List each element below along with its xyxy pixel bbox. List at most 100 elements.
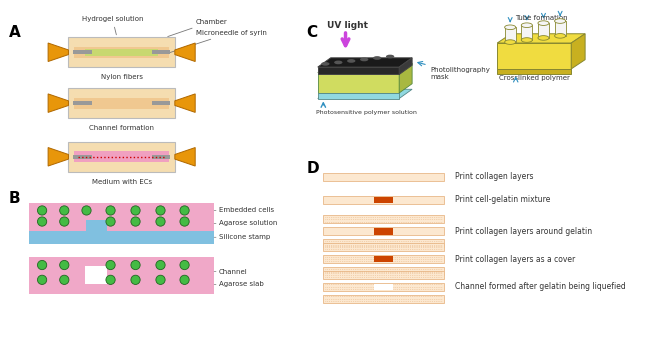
- Polygon shape: [497, 34, 585, 43]
- Text: Channel formed after gelatin being liquefied: Channel formed after gelatin being lique…: [454, 282, 625, 291]
- Bar: [318, 67, 399, 74]
- Circle shape: [106, 217, 115, 226]
- Text: Silicone stamp: Silicone stamp: [214, 234, 270, 240]
- Text: C: C: [307, 24, 318, 39]
- Bar: [86, 220, 107, 236]
- Polygon shape: [571, 34, 585, 69]
- Ellipse shape: [360, 57, 369, 61]
- Ellipse shape: [334, 61, 343, 64]
- Circle shape: [38, 275, 47, 285]
- Ellipse shape: [347, 59, 356, 63]
- Bar: [29, 231, 214, 244]
- Bar: [323, 215, 443, 223]
- Text: Print cell-gelatin mixture: Print cell-gelatin mixture: [454, 195, 550, 204]
- Circle shape: [131, 260, 140, 270]
- Bar: [85, 49, 158, 55]
- Text: Hydrogel solution: Hydrogel solution: [82, 16, 143, 35]
- Circle shape: [60, 275, 69, 285]
- Bar: [68, 88, 175, 118]
- Bar: [554, 21, 565, 36]
- Circle shape: [180, 206, 189, 215]
- Text: Chamber: Chamber: [168, 18, 228, 37]
- Bar: [538, 23, 549, 38]
- Bar: [318, 93, 399, 99]
- Text: Print collagen layers as a cover: Print collagen layers as a cover: [454, 255, 575, 264]
- Circle shape: [156, 275, 165, 285]
- Bar: [68, 142, 175, 172]
- Bar: [151, 101, 170, 105]
- Circle shape: [60, 217, 69, 226]
- Bar: [84, 266, 107, 285]
- Text: A: A: [9, 24, 21, 39]
- Text: Agarose solution: Agarose solution: [214, 220, 277, 226]
- Polygon shape: [318, 73, 399, 93]
- Circle shape: [131, 217, 140, 226]
- Polygon shape: [48, 94, 68, 113]
- Text: Print collagen layers: Print collagen layers: [454, 172, 533, 181]
- Ellipse shape: [538, 36, 549, 40]
- Bar: [374, 228, 393, 235]
- Bar: [151, 155, 170, 159]
- Circle shape: [38, 260, 47, 270]
- Polygon shape: [318, 58, 412, 67]
- Bar: [323, 227, 443, 235]
- Ellipse shape: [554, 19, 565, 23]
- Bar: [29, 257, 214, 294]
- Bar: [74, 98, 169, 109]
- Polygon shape: [175, 43, 195, 62]
- Ellipse shape: [504, 40, 515, 45]
- Text: Photolithography
mask: Photolithography mask: [418, 62, 491, 80]
- Text: Medium with ECs: Medium with ECs: [92, 179, 151, 185]
- Text: Tube formation: Tube formation: [515, 15, 567, 21]
- Ellipse shape: [538, 21, 549, 26]
- Polygon shape: [318, 89, 412, 99]
- Ellipse shape: [554, 34, 565, 38]
- Text: D: D: [307, 162, 319, 176]
- Bar: [497, 69, 571, 73]
- Circle shape: [38, 206, 47, 215]
- Circle shape: [156, 206, 165, 215]
- Bar: [29, 203, 214, 231]
- Circle shape: [131, 275, 140, 285]
- Bar: [374, 256, 393, 262]
- Circle shape: [60, 206, 69, 215]
- Bar: [73, 155, 92, 159]
- Circle shape: [106, 260, 115, 270]
- Bar: [374, 284, 393, 290]
- Bar: [74, 151, 169, 162]
- Text: Agarose slab: Agarose slab: [214, 282, 263, 287]
- Polygon shape: [399, 58, 412, 74]
- Ellipse shape: [386, 55, 395, 58]
- Polygon shape: [48, 148, 68, 166]
- Bar: [323, 295, 443, 303]
- Text: Microneedle of syrin: Microneedle of syrin: [168, 30, 266, 53]
- Circle shape: [131, 206, 140, 215]
- Bar: [323, 243, 443, 251]
- Bar: [323, 271, 443, 279]
- Circle shape: [82, 206, 91, 215]
- Polygon shape: [318, 63, 412, 73]
- Bar: [68, 37, 175, 67]
- Circle shape: [156, 217, 165, 226]
- Circle shape: [180, 217, 189, 226]
- Bar: [504, 27, 515, 42]
- Polygon shape: [48, 43, 68, 62]
- Bar: [374, 197, 393, 203]
- Ellipse shape: [373, 56, 382, 60]
- Ellipse shape: [321, 62, 330, 66]
- Bar: [323, 195, 443, 204]
- Circle shape: [180, 260, 189, 270]
- Polygon shape: [175, 94, 195, 113]
- Circle shape: [156, 260, 165, 270]
- Text: UV light: UV light: [327, 21, 368, 30]
- Text: Crosslinked polymer: Crosslinked polymer: [499, 75, 569, 81]
- Text: Channel formation: Channel formation: [89, 125, 154, 131]
- Bar: [521, 25, 532, 40]
- Circle shape: [106, 275, 115, 285]
- Bar: [151, 50, 170, 54]
- Ellipse shape: [521, 38, 532, 42]
- Text: Photosensitive polymer solution: Photosensitive polymer solution: [316, 109, 417, 115]
- Text: Channel: Channel: [214, 269, 248, 274]
- Bar: [73, 101, 92, 105]
- Bar: [74, 47, 169, 58]
